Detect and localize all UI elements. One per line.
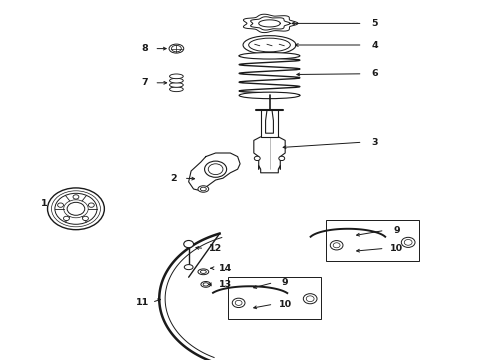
Circle shape bbox=[67, 202, 85, 215]
Text: 9: 9 bbox=[282, 278, 289, 287]
Text: 1: 1 bbox=[41, 199, 48, 208]
Ellipse shape bbox=[172, 45, 181, 52]
Text: 12: 12 bbox=[209, 244, 222, 253]
Ellipse shape bbox=[198, 269, 209, 275]
Text: 8: 8 bbox=[141, 44, 148, 53]
Circle shape bbox=[64, 216, 70, 221]
Ellipse shape bbox=[249, 38, 290, 52]
Circle shape bbox=[306, 296, 314, 302]
Ellipse shape bbox=[205, 161, 226, 177]
Ellipse shape bbox=[239, 53, 300, 59]
Circle shape bbox=[73, 195, 79, 199]
Bar bbox=[228, 277, 321, 319]
Circle shape bbox=[55, 193, 97, 224]
Circle shape bbox=[401, 237, 415, 247]
Circle shape bbox=[333, 243, 340, 248]
Ellipse shape bbox=[170, 78, 183, 83]
Text: 7: 7 bbox=[141, 78, 148, 87]
Ellipse shape bbox=[239, 92, 300, 99]
Ellipse shape bbox=[200, 187, 206, 191]
Ellipse shape bbox=[170, 83, 183, 87]
Text: 10: 10 bbox=[279, 300, 292, 309]
Ellipse shape bbox=[170, 87, 183, 91]
Text: 10: 10 bbox=[391, 244, 403, 253]
Polygon shape bbox=[189, 153, 240, 191]
Text: 14: 14 bbox=[219, 264, 232, 273]
Ellipse shape bbox=[254, 156, 260, 161]
Circle shape bbox=[330, 240, 343, 250]
Ellipse shape bbox=[184, 265, 193, 270]
Text: 2: 2 bbox=[171, 174, 177, 183]
Ellipse shape bbox=[198, 186, 209, 192]
Text: 5: 5 bbox=[371, 19, 378, 28]
Ellipse shape bbox=[200, 270, 206, 274]
Circle shape bbox=[404, 239, 412, 245]
Circle shape bbox=[303, 294, 317, 304]
Ellipse shape bbox=[243, 36, 296, 54]
Circle shape bbox=[88, 203, 94, 207]
Circle shape bbox=[82, 216, 88, 221]
Circle shape bbox=[232, 298, 245, 307]
Ellipse shape bbox=[279, 156, 285, 161]
Bar bbox=[326, 220, 419, 261]
Circle shape bbox=[48, 188, 104, 230]
Circle shape bbox=[58, 203, 64, 207]
Ellipse shape bbox=[203, 283, 209, 286]
Ellipse shape bbox=[170, 74, 183, 79]
Circle shape bbox=[184, 240, 194, 248]
Text: 9: 9 bbox=[393, 226, 400, 235]
Text: 11: 11 bbox=[135, 298, 149, 307]
Circle shape bbox=[235, 300, 242, 305]
Ellipse shape bbox=[169, 44, 184, 53]
Text: 3: 3 bbox=[371, 138, 378, 147]
Text: 6: 6 bbox=[371, 69, 378, 78]
Ellipse shape bbox=[201, 282, 211, 287]
Text: 4: 4 bbox=[371, 41, 378, 50]
Ellipse shape bbox=[208, 164, 223, 175]
Text: 13: 13 bbox=[219, 280, 232, 289]
